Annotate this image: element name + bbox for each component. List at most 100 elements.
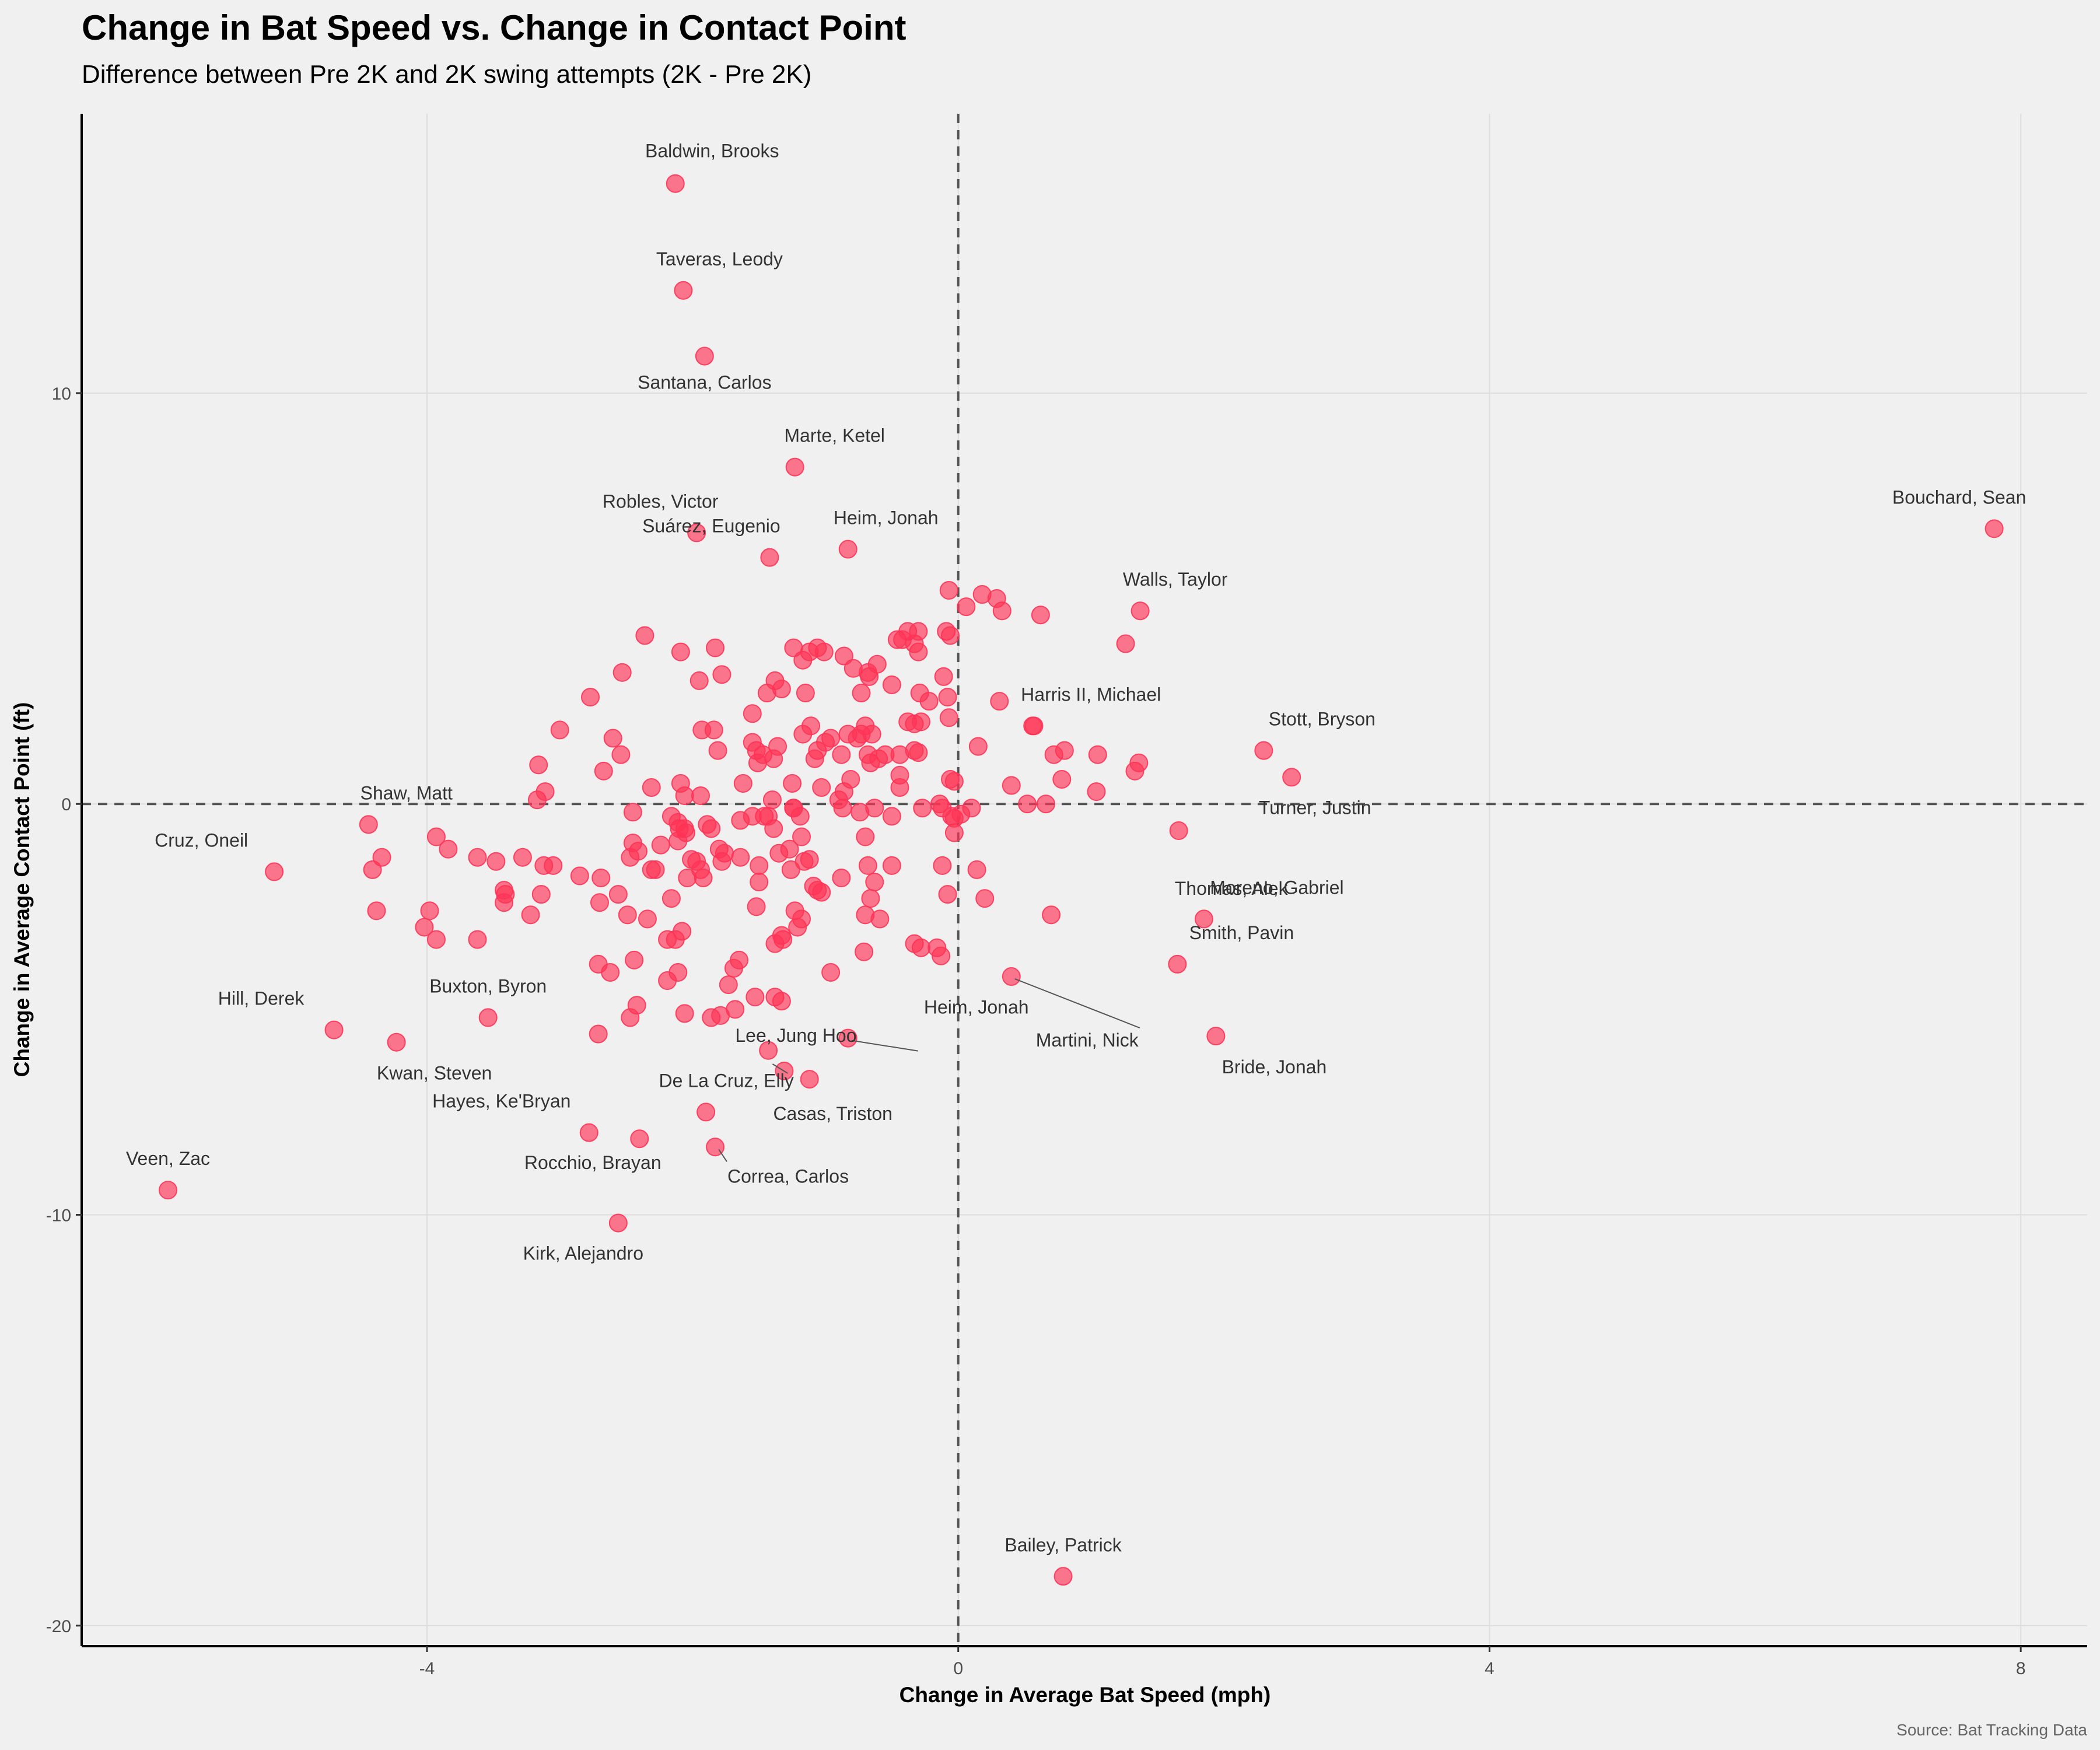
data-point xyxy=(801,716,820,736)
point-label: Moreno, Gabriel xyxy=(1210,877,1343,898)
data-point xyxy=(938,885,957,904)
data-point xyxy=(570,866,589,886)
label-leader-lines xyxy=(718,978,1140,1162)
data-point xyxy=(611,745,631,764)
data-point xyxy=(785,457,804,477)
data-point xyxy=(882,856,901,875)
reference-lines xyxy=(82,114,2087,1646)
data-point xyxy=(852,684,871,703)
data-point xyxy=(265,862,284,881)
chart-subtitle: Difference between Pre 2K and 2K swing a… xyxy=(82,60,811,89)
data-point xyxy=(781,860,800,879)
data-point xyxy=(359,815,378,834)
data-point xyxy=(913,799,932,818)
data-point xyxy=(415,918,434,937)
data-point xyxy=(706,638,725,657)
data-point xyxy=(768,737,788,756)
data-point xyxy=(666,174,685,193)
data-point xyxy=(158,1181,177,1200)
data-point xyxy=(772,680,791,699)
data-point xyxy=(1254,741,1273,760)
y-axis-title: Change in Average Contact Point (ft) xyxy=(10,702,34,1077)
data-point xyxy=(944,772,964,791)
point-label: Hayes, Ke'Bryan xyxy=(432,1091,570,1112)
data-point xyxy=(426,827,446,846)
data-point xyxy=(780,839,799,859)
data-point xyxy=(812,778,831,797)
point-label: Thomas, Alek xyxy=(1175,878,1289,899)
data-point xyxy=(630,1129,649,1149)
data-point xyxy=(372,848,391,867)
data-point xyxy=(1206,1027,1226,1046)
data-point xyxy=(967,860,986,879)
point-label: Robles, Victor xyxy=(603,491,719,512)
data-point xyxy=(594,761,613,780)
data-point xyxy=(838,1028,858,1048)
data-point xyxy=(755,807,774,826)
data-point xyxy=(529,755,548,775)
point-label: Cruz, Oneil xyxy=(155,830,248,850)
data-point xyxy=(324,1020,344,1040)
data-point xyxy=(603,729,622,748)
data-point xyxy=(990,692,1009,711)
x-tick-label: 8 xyxy=(2016,1659,2026,1678)
data-point xyxy=(1985,519,2004,538)
data-point xyxy=(975,889,995,908)
data-point xyxy=(695,346,714,366)
point-label: Baldwin, Brooks xyxy=(645,141,779,162)
data-point xyxy=(658,930,677,949)
data-point xyxy=(1282,768,1301,787)
point-label: Hill, Derek xyxy=(218,988,305,1009)
data-point xyxy=(805,749,824,768)
data-point xyxy=(623,834,642,853)
data-point xyxy=(890,778,909,797)
point-label: Kirk, Alejandro xyxy=(523,1243,643,1264)
data-point xyxy=(719,975,738,995)
data-point xyxy=(711,1006,730,1025)
data-point xyxy=(1087,782,1106,802)
point-label: Suárez, Eugenio xyxy=(642,516,780,537)
data-point xyxy=(821,963,841,982)
data-point xyxy=(865,873,884,892)
data-point xyxy=(760,548,779,567)
data-point xyxy=(621,1008,640,1027)
data-point xyxy=(1036,794,1055,814)
data-point xyxy=(1130,601,1150,621)
data-point xyxy=(968,737,988,756)
data-point xyxy=(746,988,765,1007)
point-label: Correa, Carlos xyxy=(727,1166,849,1186)
data-point xyxy=(765,934,785,953)
data-point xyxy=(579,1123,598,1142)
data-point xyxy=(812,883,831,902)
data-point xyxy=(834,646,853,666)
data-point xyxy=(513,848,532,867)
data-point xyxy=(882,807,901,826)
data-point xyxy=(702,819,721,838)
data-point xyxy=(495,893,514,912)
point-label: Smith, Pavin xyxy=(1189,922,1294,943)
data-point xyxy=(592,868,611,887)
x-axis-title: Change in Average Bat Speed (mph) xyxy=(900,1683,1271,1707)
data-point xyxy=(814,642,834,662)
data-point xyxy=(623,803,642,822)
data-point xyxy=(867,654,887,674)
data-point xyxy=(671,642,690,662)
point-label: Casas, Triston xyxy=(773,1103,892,1124)
data-point xyxy=(1031,606,1050,625)
chart-caption: Source: Bat Tracking Data xyxy=(1896,1721,2087,1739)
data-point xyxy=(938,688,957,707)
data-point xyxy=(1168,954,1187,974)
leader-line xyxy=(851,1040,918,1052)
data-point xyxy=(1052,769,1072,789)
data-point xyxy=(638,909,657,929)
data-point xyxy=(668,831,688,850)
data-point xyxy=(1169,821,1188,840)
data-point xyxy=(792,827,811,846)
data-point xyxy=(387,1032,406,1052)
data-point xyxy=(933,856,952,875)
data-point xyxy=(919,692,939,711)
data-point xyxy=(709,839,729,859)
x-tick-label: 0 xyxy=(953,1659,963,1678)
point-label: Marte, Ketel xyxy=(784,425,885,446)
